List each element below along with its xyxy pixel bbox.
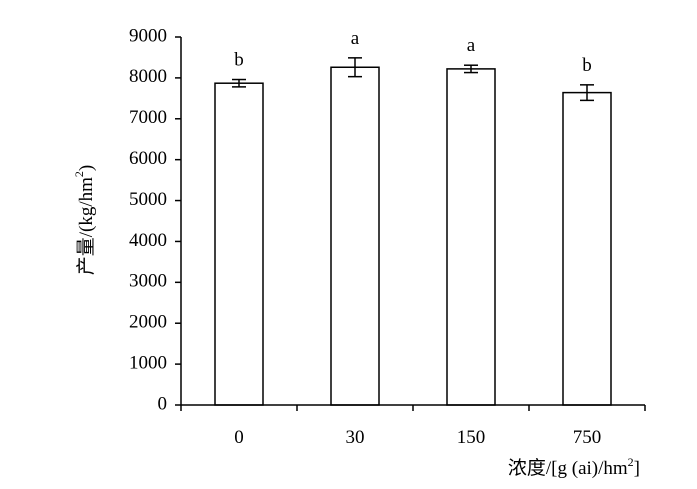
y-tick-label: 9000	[129, 25, 167, 46]
y-tick-label: 3000	[129, 271, 167, 292]
y-axis-title-end: )	[76, 165, 97, 171]
x-axis-title-end: ]	[634, 458, 640, 479]
y-tick-label: 4000	[129, 230, 167, 251]
y-tick-label: 0	[158, 393, 168, 414]
x-tick-label: 0	[234, 427, 244, 448]
y-tick-label: 6000	[129, 148, 167, 169]
x-axis-title-superscript: 2	[628, 455, 634, 469]
x-axis-ticks: 0 30 150 750	[180, 405, 646, 448]
bars: b a a b	[214, 28, 612, 406]
bar-150	[446, 68, 496, 406]
y-axis-ticks: 0 1000 2000 3000 4000 5000 6000 7000 8000 9000	[129, 25, 181, 414]
y-tick-label: 5000	[129, 189, 167, 210]
y-tick-label: 8000	[129, 66, 167, 87]
y-axis-title-superscript: 2	[72, 171, 86, 177]
x-tick-label: 750	[573, 427, 602, 448]
bar-750	[562, 91, 612, 406]
x-tick-label: 30	[346, 427, 365, 448]
significance-label: b	[582, 55, 592, 76]
significance-label: a	[467, 35, 476, 56]
x-axis-title: 浓度/[g (ai)/hm2]	[508, 455, 640, 479]
bar-30	[330, 66, 380, 406]
significance-label: b	[234, 50, 244, 71]
y-axis-title: 产量/(kg/hm2)	[72, 165, 98, 276]
y-tick-label: 2000	[129, 312, 167, 333]
x-tick-label: 150	[457, 427, 486, 448]
significance-label: a	[351, 28, 360, 49]
y-tick-label: 1000	[129, 352, 167, 373]
bar-0	[214, 82, 264, 406]
y-tick-label: 7000	[129, 107, 167, 128]
